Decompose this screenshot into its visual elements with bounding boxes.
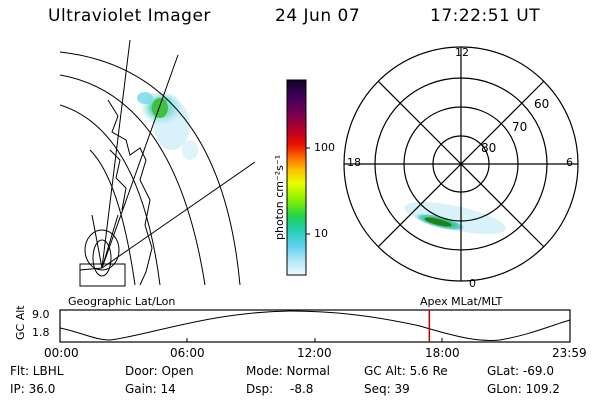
polar-plot [343,46,579,282]
date-label: 24 Jun 07 [275,6,361,26]
info-gain: Gain: 14 [125,382,176,396]
xtick-1800: 18:00 [425,346,460,360]
colorbar [286,79,310,276]
info-door: Door: Open [125,364,194,378]
xtick-2359: 23:59 [552,346,587,360]
time-label: 17:22:51 UT [430,6,541,26]
info-seq: Seq: 39 [364,382,410,396]
altitude-ylabel: GC Alt [14,305,27,340]
info-flt: Flt: LBHL [10,364,64,378]
xtick-1200: 12:00 [297,346,332,360]
mlt-label-18: 18 [347,156,361,169]
mlt-label-0: 0 [469,277,476,290]
altitude-plot [59,309,571,343]
altitude-ytick-bottom: 1.8 [32,326,50,339]
colorbar-unit-label: photon cm⁻²s⁻¹ [273,154,286,240]
lat-label-60: 60 [534,97,550,111]
aurora-glow-left [137,92,198,160]
info-dsp-label: Dsp: [246,382,274,396]
xtick-0600: 06:00 [170,346,205,360]
info-glat: GLat: -69.0 [487,364,554,378]
info-mode: Mode: Normal [246,364,330,378]
colorbar-tick-10: 10 [314,227,328,240]
info-gc-alt: GC Alt: 5.6 Re [364,364,448,378]
info-glon: GLon: 109.2 [487,382,560,396]
mlt-label-6: 6 [566,156,573,169]
apex-label: Apex MLat/MLT [420,295,503,308]
lat-label-80: 80 [481,141,497,155]
info-dsp-value: -8.8 [290,382,314,396]
altitude-curve [59,310,571,341]
xtick-0000: 00:00 [44,346,79,360]
geographic-label: Geographic Lat/Lon [68,295,176,308]
info-ip: IP: 36.0 [10,382,56,396]
mlt-label-12: 12 [455,46,469,59]
instrument-title: Ultraviolet Imager [48,6,211,26]
aurora-oval [404,202,506,234]
altitude-ytick-top: 9.0 [32,308,50,321]
geographic-map [60,40,256,287]
lat-label-70: 70 [512,120,528,134]
colorbar-tick-100: 100 [314,141,335,154]
